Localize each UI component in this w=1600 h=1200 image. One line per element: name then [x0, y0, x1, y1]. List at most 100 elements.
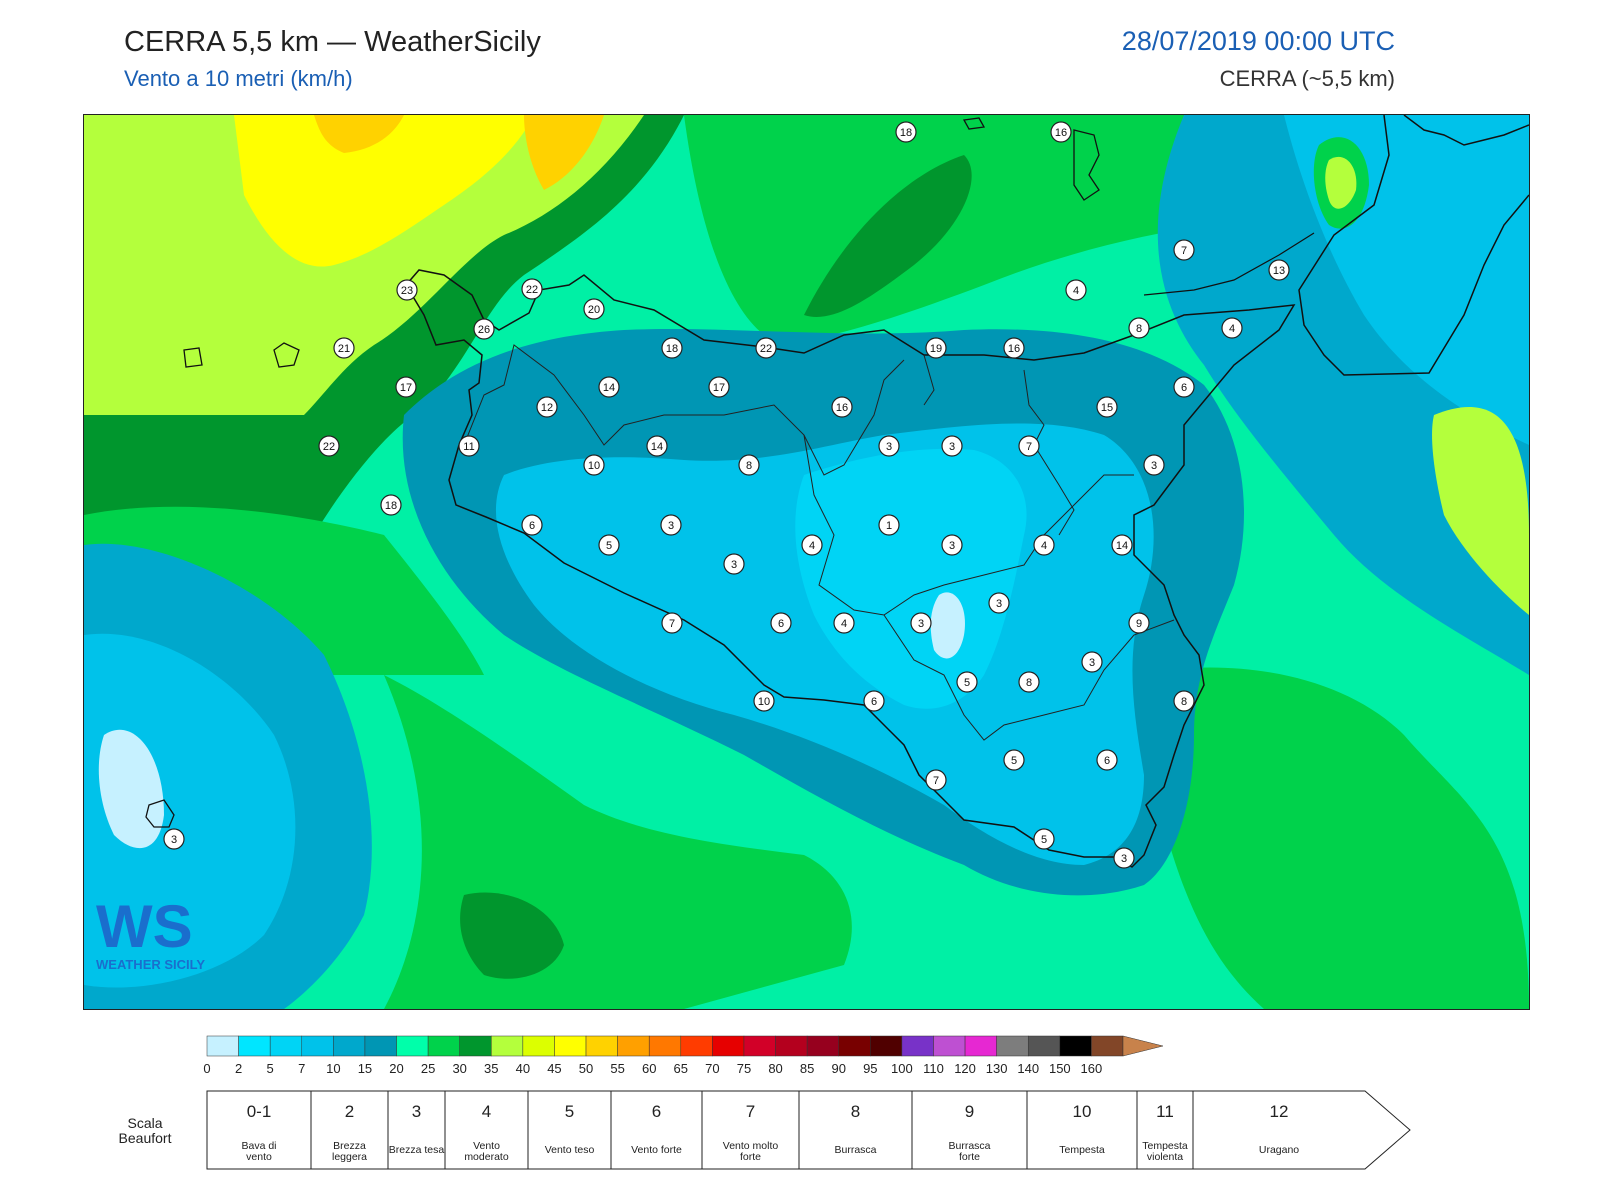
station-marker: 16 — [1050, 121, 1072, 143]
station-circle — [1018, 671, 1040, 693]
colorbar-tick-label: 130 — [986, 1061, 1008, 1076]
station-circle — [910, 612, 932, 634]
field-nw-lime — [84, 115, 644, 415]
colorbar-swatch — [743, 1035, 776, 1057]
station-value: 5 — [1041, 834, 1047, 846]
station-value: 11 — [463, 441, 474, 453]
beaufort-number: 6 — [652, 1102, 661, 1121]
station-circle — [941, 534, 963, 556]
colorbar-tick-label: 15 — [358, 1061, 372, 1076]
station-circle — [583, 454, 605, 476]
station-marker: 13 — [1268, 259, 1290, 281]
station-value: 4 — [809, 540, 815, 552]
station-value: 4 — [841, 618, 847, 630]
station-circle — [833, 612, 855, 634]
colorbar-swatch — [964, 1035, 997, 1057]
station-value: 18 — [385, 500, 397, 512]
station-circle — [801, 534, 823, 556]
station-value: 7 — [1181, 245, 1187, 257]
colorbar-swatch — [269, 1035, 303, 1057]
colorbar-tick-label: 60 — [642, 1061, 656, 1076]
station-value: 5 — [606, 540, 612, 552]
station-marker: 6 — [863, 690, 885, 712]
beaufort-class: 6 Vento forte — [610, 1090, 703, 1170]
station-value: 21 — [338, 343, 350, 355]
station-marker: 17 — [395, 376, 417, 398]
station-marker: 6 — [521, 514, 543, 536]
colorbar-swatch — [1059, 1035, 1092, 1057]
station-circle — [1221, 317, 1243, 339]
station-circle — [863, 690, 885, 712]
colorbar-tick-label: 0 — [203, 1061, 210, 1076]
beaufort-number: 9 — [965, 1102, 974, 1121]
beaufort-scale: 0-1 Bava di vento 2 Brezza leggera 3 Brezza tes… — [206, 1090, 1411, 1170]
colorbar-swatch — [1091, 1035, 1124, 1057]
beaufort-box — [387, 1090, 446, 1170]
map-title: CERRA 5,5 km — WeatherSicily — [124, 26, 541, 58]
colorbar-tick-label: 10 — [326, 1061, 340, 1076]
colorbar-swatch — [617, 1035, 650, 1057]
colorbar-swatch — [870, 1035, 903, 1057]
colorbar-swatch — [238, 1035, 271, 1057]
colorbar-tick-label: 85 — [800, 1061, 814, 1076]
colorbar-swatch — [680, 1035, 713, 1057]
field-ne-lime — [1325, 156, 1357, 209]
station-marker: 5 — [598, 534, 620, 556]
colorbar-swatch — [648, 1035, 682, 1057]
station-marker: 9 — [1128, 612, 1150, 634]
station-marker: 7 — [925, 769, 947, 791]
map-subtitle: Vento a 10 metri (km/h) — [124, 66, 353, 91]
colorbar-tick-label: 7 — [298, 1061, 305, 1076]
colorbar-tick-label: 55 — [610, 1061, 624, 1076]
field-e-lime — [1432, 407, 1529, 615]
station-value: 17 — [400, 382, 412, 394]
sicily-coastline — [405, 269, 1296, 868]
field-n-darkgreen — [804, 155, 972, 317]
station-value: 16 — [1055, 127, 1067, 139]
station-circle — [925, 337, 947, 359]
station-circle — [925, 769, 947, 791]
station-marker: 18 — [380, 494, 402, 516]
colorbar — [206, 1035, 1164, 1057]
station-marker: 18 — [661, 337, 683, 359]
colorbar-tick-label: 35 — [484, 1061, 498, 1076]
beaufort-class: 2 Brezza leggera — [310, 1090, 389, 1170]
beaufort-class: 9 Burrasca forte — [911, 1090, 1028, 1170]
station-value: 26 — [478, 324, 490, 336]
strait-line — [1143, 232, 1315, 296]
station-value: 20 — [588, 304, 600, 316]
beaufort-description: Bava di vento — [241, 1140, 276, 1163]
colorbar-tick-label: 25 — [421, 1061, 435, 1076]
station-value: 14 — [1116, 540, 1128, 552]
beaufort-box — [911, 1090, 1028, 1170]
colorbar-tick-label: 140 — [1017, 1061, 1039, 1076]
station-value: 1 — [886, 520, 892, 532]
station-marker: 6 — [1173, 376, 1195, 398]
station-circle — [1081, 651, 1103, 673]
station-value: 18 — [900, 127, 912, 139]
station-value: 16 — [836, 402, 848, 414]
station-value: 4 — [1041, 540, 1047, 552]
model-name: CERRA (~5,5 km) — [1219, 66, 1395, 91]
forecast-datetime: 28/07/2019 00:00 UTC — [1121, 26, 1395, 56]
station-value: 10 — [758, 696, 770, 708]
station-circle — [598, 376, 620, 398]
station-marker: 17 — [708, 376, 730, 398]
station-value: 3 — [949, 441, 955, 453]
station-circle — [878, 435, 900, 457]
station-marker: 3 — [723, 553, 745, 575]
station-value: 3 — [731, 559, 737, 571]
beaufort-description: Brezza leggera — [332, 1140, 367, 1163]
station-circle — [660, 514, 682, 536]
station-circle — [1113, 847, 1135, 869]
station-circle — [1143, 454, 1165, 476]
beaufort-number: 7 — [746, 1102, 755, 1121]
station-marker: 22 — [521, 278, 543, 300]
station-value: 3 — [1121, 853, 1127, 865]
colorbar-ticks: 0 2 5 7 10 15 20 25 30 35 40 45 50 55 60 65 70 75 80 85 90 95… — [203, 1061, 1102, 1076]
station-marker: 14 — [646, 435, 668, 457]
calabria-coastline-north — [1403, 115, 1529, 146]
colorbar-swatch — [333, 1035, 366, 1057]
station-value: 19 — [930, 343, 942, 355]
